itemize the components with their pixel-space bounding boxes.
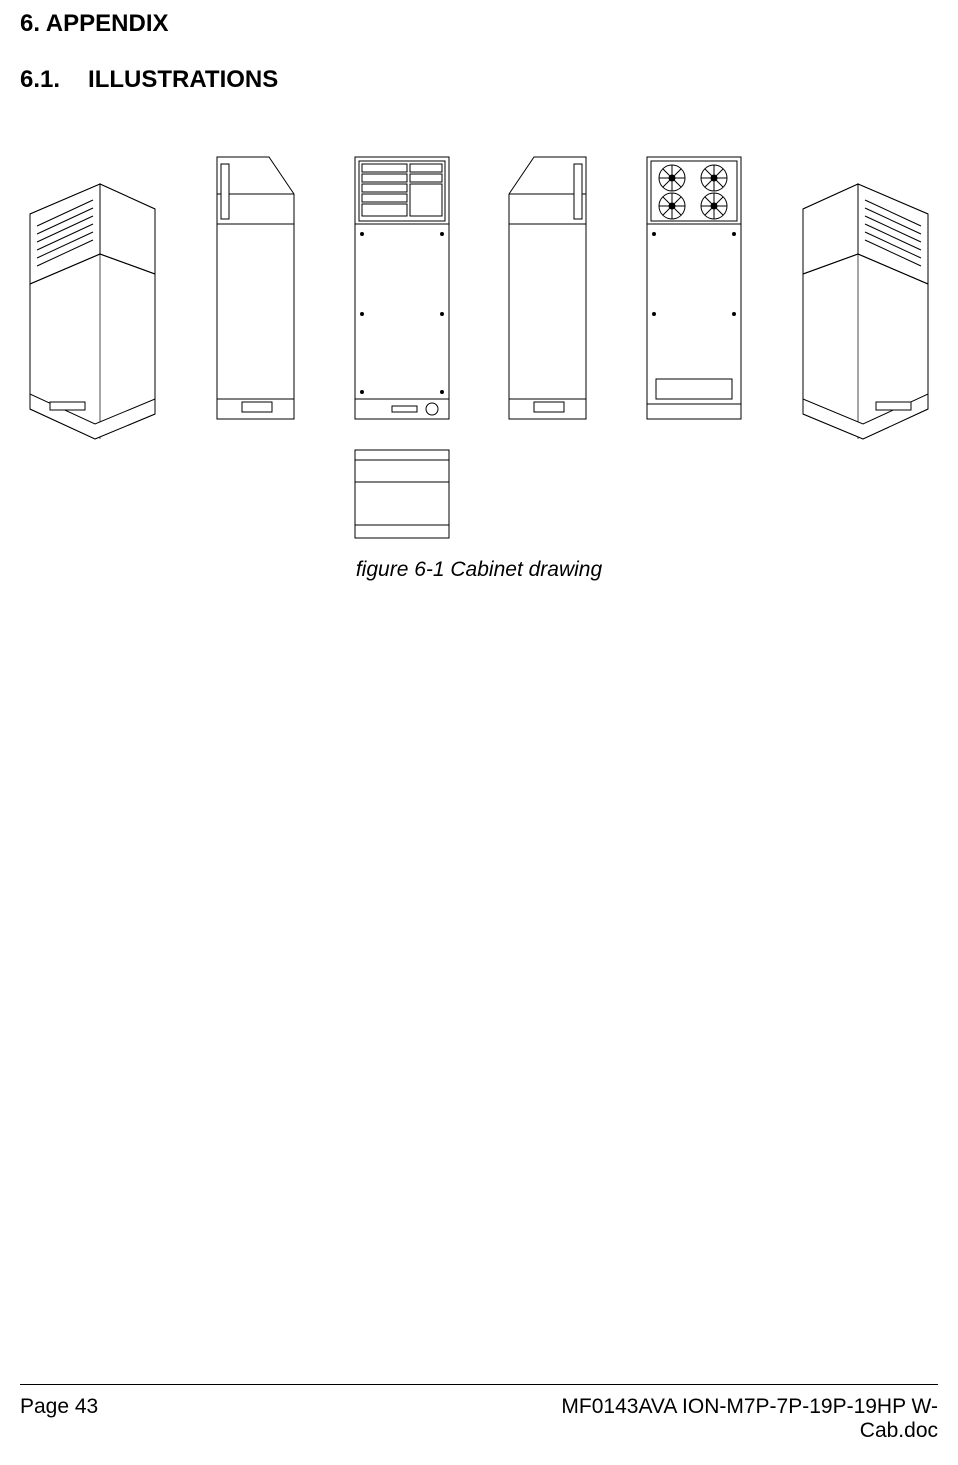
heading-appendix: 6. APPENDIX (20, 10, 938, 38)
figure-caption: figure 6-1 Cabinet drawing (20, 558, 938, 582)
cabinet-iso-right (798, 154, 933, 444)
heading-illustrations: 6.1. ILLUSTRATIONS (20, 66, 938, 94)
heading-number: 6.1. (20, 66, 60, 93)
footer-doc-name: MF0143AVA ION-M7P-7P-19P-19HP W- Cab.doc (561, 1395, 938, 1443)
cabinet-top-view (352, 447, 452, 542)
page-footer: Page 43 MF0143AVA ION-M7P-7P-19P-19HP W-… (20, 1384, 938, 1443)
cabinet-iso-left (25, 154, 160, 444)
cabinet-side-view (214, 154, 299, 424)
cabinet-drawings-row (20, 154, 938, 542)
cabinet-front-group (352, 154, 452, 542)
cabinet-rear-view (644, 154, 744, 424)
cabinet-front-view (352, 154, 452, 424)
heading-text: ILLUSTRATIONS (88, 66, 278, 93)
footer-page-number: Page 43 (20, 1395, 98, 1419)
cabinet-side-right-view (506, 154, 591, 424)
